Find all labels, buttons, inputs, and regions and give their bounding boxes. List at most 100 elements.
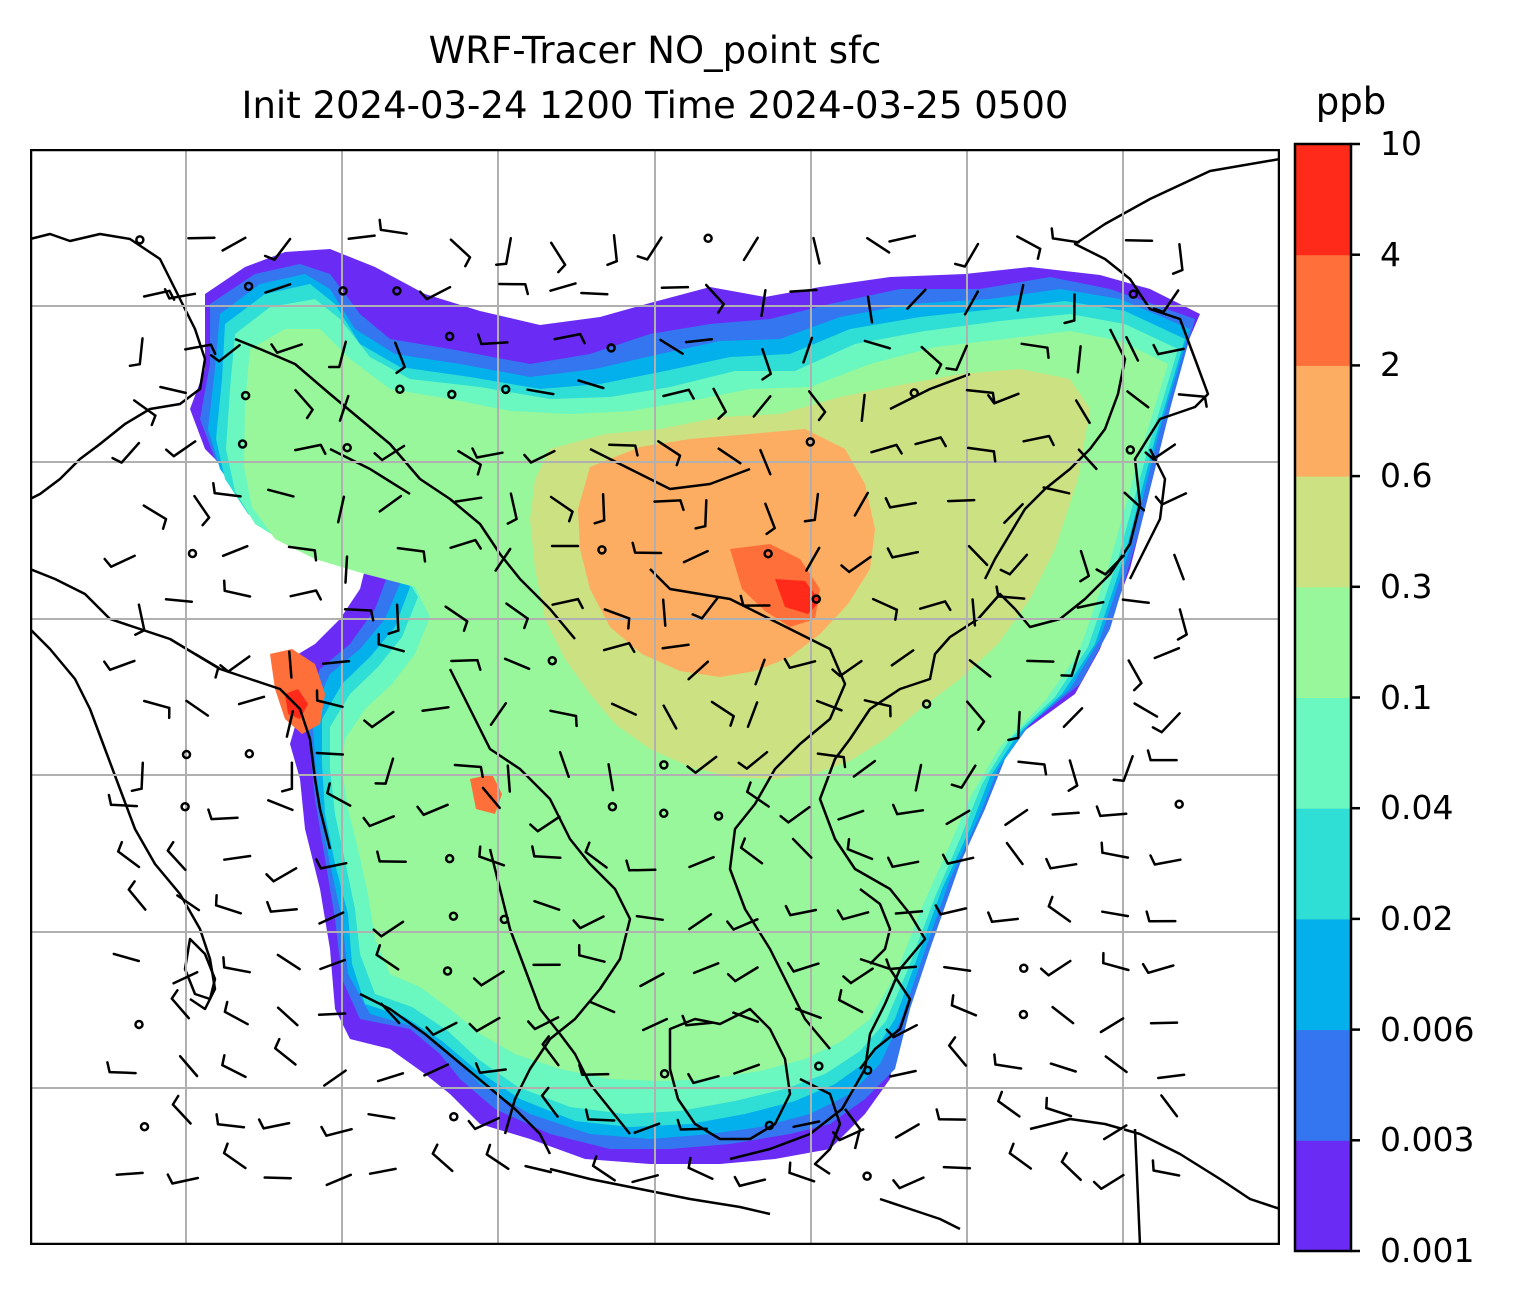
wind-barb bbox=[580, 291, 609, 296]
wind-barb bbox=[166, 840, 187, 872]
wind-barb bbox=[852, 759, 877, 778]
wind-barb bbox=[263, 237, 292, 261]
wind-barb bbox=[418, 285, 452, 301]
wind-barb bbox=[894, 1123, 920, 1139]
wind-barb bbox=[745, 781, 770, 808]
wind-barb bbox=[362, 815, 396, 828]
calm-wind-marker bbox=[240, 390, 251, 401]
wind-barb bbox=[166, 1173, 200, 1185]
wind-barb bbox=[1026, 659, 1055, 663]
wind-barb bbox=[1149, 1021, 1179, 1025]
wind-barb bbox=[1016, 235, 1042, 260]
wind-barb bbox=[1076, 345, 1082, 374]
chart-title-line-1: WRF-Tracer NO_point sfc bbox=[428, 29, 882, 72]
wind-barb bbox=[498, 282, 530, 296]
wind-barb bbox=[914, 763, 923, 792]
wind-barb bbox=[531, 845, 562, 860]
wind-barb bbox=[761, 347, 773, 381]
wind-barb bbox=[318, 911, 345, 925]
wind-barb bbox=[1022, 434, 1055, 447]
wind-barb bbox=[1102, 951, 1130, 972]
wind-barb bbox=[171, 1094, 192, 1125]
wind-barb bbox=[394, 341, 406, 375]
wind-barb bbox=[588, 1000, 616, 1014]
calm-wind-marker bbox=[862, 1171, 872, 1181]
wind-barb bbox=[815, 699, 843, 712]
calm-wind-marker bbox=[1174, 799, 1184, 809]
wind-barb bbox=[163, 288, 197, 300]
calm-wind-marker bbox=[181, 749, 192, 760]
wind-barb bbox=[692, 962, 720, 975]
wind-barb bbox=[103, 659, 136, 672]
wind-barb bbox=[325, 1173, 353, 1187]
wind-barb bbox=[294, 388, 314, 420]
wind-barb bbox=[1099, 1017, 1125, 1034]
wind-barb bbox=[950, 994, 978, 1017]
wind-barb bbox=[344, 555, 349, 584]
wind-barb bbox=[476, 333, 509, 346]
coastline-new-guinea bbox=[1029, 1117, 1280, 1245]
wind-barb bbox=[327, 340, 348, 369]
wind-barb bbox=[966, 446, 997, 463]
wind-barb bbox=[454, 496, 483, 503]
wind-barb bbox=[942, 1165, 972, 1170]
map-panel bbox=[30, 149, 1280, 1245]
coastline-borneo bbox=[668, 1007, 792, 1141]
wind-barb bbox=[257, 1118, 291, 1130]
coastlines bbox=[30, 157, 1280, 1245]
wind-barb bbox=[265, 867, 298, 883]
wind-barb bbox=[607, 763, 615, 792]
calm-wind-marker bbox=[187, 548, 198, 559]
wind-barb bbox=[779, 805, 811, 824]
wind-barb bbox=[1017, 760, 1048, 776]
wind-barb bbox=[376, 850, 407, 864]
wind-barb bbox=[739, 594, 771, 607]
wind-barbs bbox=[103, 218, 1208, 1191]
wind-barb bbox=[837, 809, 865, 821]
wind-barb bbox=[263, 1176, 292, 1180]
wind-barb bbox=[315, 689, 344, 709]
wind-barb bbox=[267, 488, 295, 498]
wind-barb bbox=[846, 837, 874, 861]
wind-barb bbox=[209, 343, 241, 363]
calm-wind-marker bbox=[444, 853, 455, 864]
wind-barb bbox=[1171, 242, 1184, 275]
wind-barb bbox=[326, 782, 352, 807]
calm-wind-marker bbox=[814, 1061, 824, 1071]
wind-barb bbox=[657, 440, 682, 467]
wind-barb bbox=[468, 1016, 501, 1033]
wind-barb bbox=[659, 338, 684, 355]
wind-barb bbox=[739, 837, 764, 865]
wind-barb bbox=[894, 910, 924, 915]
wind-barb bbox=[343, 608, 375, 622]
calm-wind-marker bbox=[444, 331, 455, 342]
wind-barb bbox=[164, 597, 194, 603]
wind-barb bbox=[425, 1021, 458, 1037]
wind-barb bbox=[1074, 399, 1091, 425]
wind-barb bbox=[733, 1063, 761, 1075]
wind-barb bbox=[584, 841, 608, 869]
wind-barb bbox=[266, 900, 298, 913]
wind-barb bbox=[449, 238, 472, 268]
colorbar-band bbox=[1295, 476, 1351, 588]
wind-barb bbox=[759, 448, 772, 476]
colorbar-tick-label: 0.1 bbox=[1380, 677, 1433, 717]
wind-barb bbox=[1154, 492, 1188, 506]
calm-wind-marker bbox=[703, 233, 713, 244]
wind-barb bbox=[1151, 1159, 1181, 1177]
wind-barb bbox=[1153, 646, 1181, 660]
wind-barb bbox=[788, 1161, 816, 1183]
wind-barb bbox=[577, 944, 606, 963]
colorbar bbox=[1293, 142, 1360, 1253]
wind-barb bbox=[221, 236, 247, 252]
wind-barb bbox=[993, 1053, 1023, 1070]
wind-barb bbox=[172, 970, 199, 985]
wind-barb bbox=[1060, 1151, 1082, 1182]
colorbar-tick-label: 0.04 bbox=[1380, 788, 1454, 828]
wind-barb bbox=[1079, 549, 1091, 583]
wind-barb bbox=[1126, 390, 1150, 409]
wind-barb bbox=[945, 809, 971, 826]
wind-barb bbox=[338, 394, 350, 422]
wind-barb bbox=[577, 379, 605, 390]
wind-barb bbox=[1050, 227, 1080, 244]
